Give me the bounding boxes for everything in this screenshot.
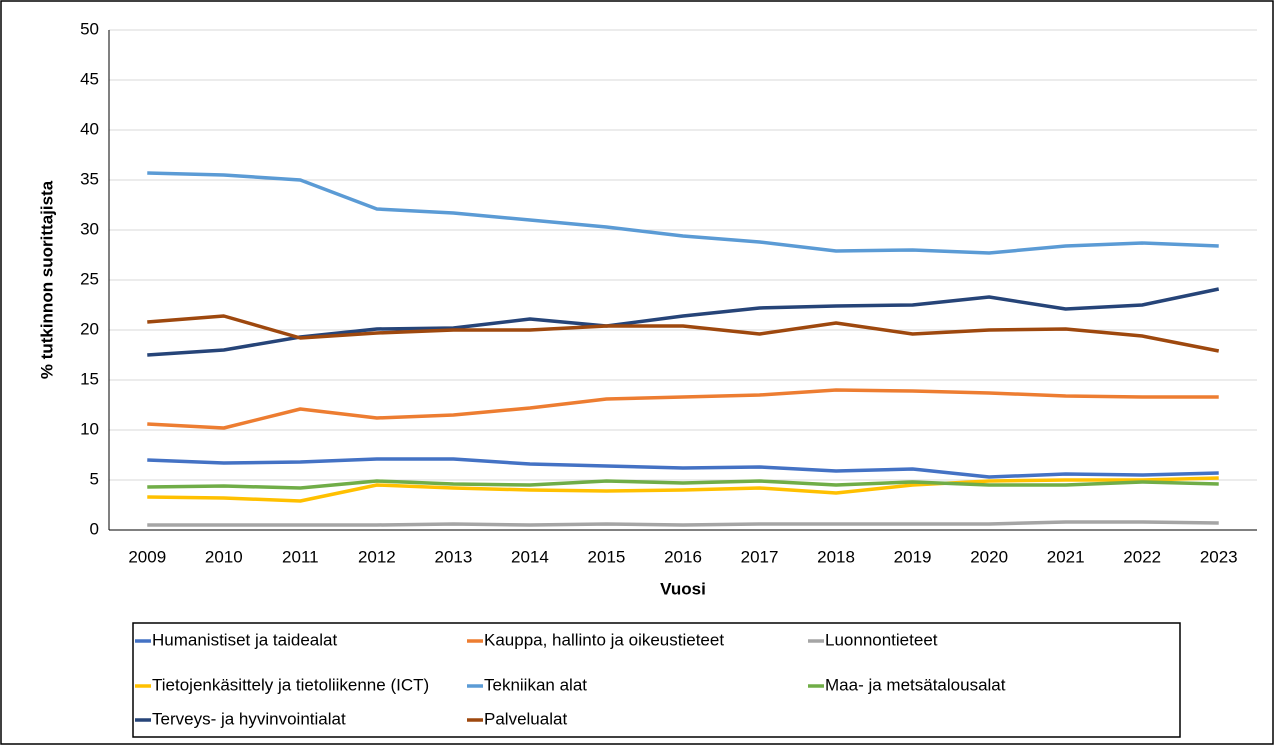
legend-label: Palvelualat — [484, 709, 567, 728]
x-tick-label: 2017 — [741, 547, 779, 566]
x-tick-label: 2012 — [358, 547, 396, 566]
series-line — [147, 314, 1220, 353]
legend-label: Terveys- ja hyvinvointialat — [152, 709, 346, 728]
y-tick-label: 50 — [80, 19, 99, 38]
x-tick-label: 2016 — [664, 547, 702, 566]
series-line — [147, 520, 1219, 527]
x-tick-label: 2009 — [128, 547, 166, 566]
legend-label: Luonnontieteet — [825, 630, 938, 649]
x-tick-label: 2020 — [970, 547, 1008, 566]
x-tick-label: 2019 — [894, 547, 932, 566]
legend-box — [132, 622, 1181, 738]
y-tick-label: 40 — [80, 119, 99, 138]
x-tick-label: 2013 — [434, 547, 472, 566]
x-tick-label: 2014 — [511, 547, 549, 566]
x-tick-label: 2023 — [1200, 547, 1238, 566]
y-axis-title: % tutkinnon suorittajista — [37, 180, 56, 379]
legend-label: Humanistiset ja taidealat — [152, 630, 337, 649]
series-line — [147, 171, 1219, 255]
x-tick-label: 2021 — [1047, 547, 1085, 566]
x-tick-label: 2011 — [282, 547, 319, 566]
legend-label: Kauppa, hallinto ja oikeustieteet — [484, 630, 724, 649]
x-tick-label: 2018 — [817, 547, 855, 566]
y-tick-label: 5 — [90, 469, 99, 488]
legend-label: Tietojenkäsittely ja tietoliikenne (ICT) — [152, 675, 429, 694]
legend-label: Maa- ja metsätalousalat — [825, 675, 1006, 694]
series-line — [147, 287, 1220, 357]
series-line — [147, 388, 1219, 430]
y-tick-label: 20 — [80, 319, 99, 338]
x-tick-label: 2010 — [205, 547, 243, 566]
legend-label: Tekniikan alat — [484, 675, 587, 694]
series-line — [147, 479, 1219, 490]
series-line — [147, 476, 1219, 503]
x-tick-label: 2015 — [588, 547, 626, 566]
x-tick-label: 2022 — [1123, 547, 1161, 566]
y-tick-label: 25 — [80, 269, 99, 288]
y-tick-label: 0 — [90, 519, 99, 538]
series-line — [147, 457, 1219, 479]
y-tick-label: 35 — [80, 169, 99, 188]
y-tick-label: 10 — [80, 419, 99, 438]
y-tick-label: 30 — [80, 219, 99, 238]
y-tick-label: 15 — [80, 369, 99, 388]
y-tick-label: 45 — [80, 69, 99, 88]
x-axis-title: Vuosi — [660, 579, 706, 598]
